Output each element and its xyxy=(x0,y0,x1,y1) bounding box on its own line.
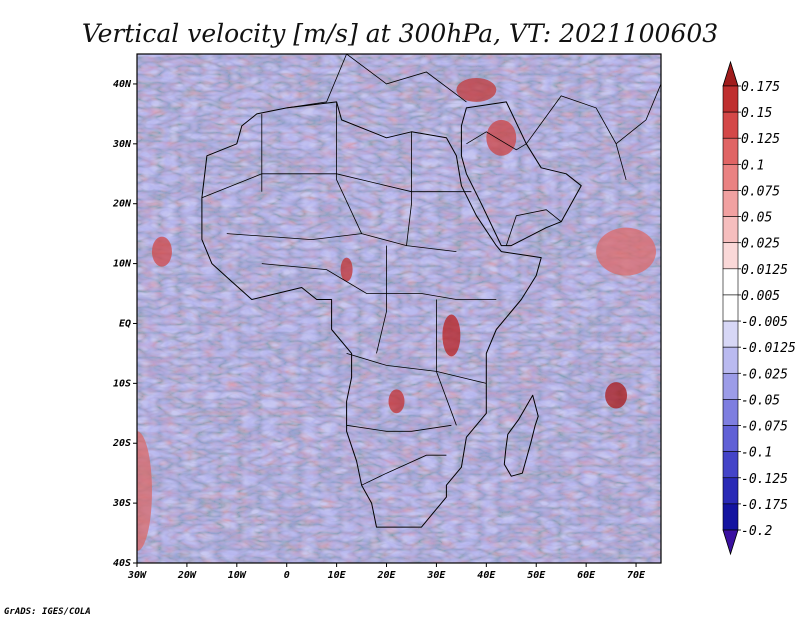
country-border xyxy=(466,131,527,151)
colorbar-band xyxy=(722,451,739,479)
africa-coastline xyxy=(201,101,542,528)
colorbar-label: 0.025 xyxy=(741,237,780,252)
colorbar-label: 0.005 xyxy=(741,289,780,304)
sinking-motion-texture xyxy=(137,54,661,563)
country-border xyxy=(286,54,467,109)
country-border xyxy=(406,131,412,246)
updraft-spot xyxy=(486,119,517,156)
lon-tick-label: 40E xyxy=(477,570,496,581)
colorbar: 0.175 0.15 0.125 0.1 0.075 0.05 0.025 0.0125 0.0… xyxy=(722,60,796,556)
strong-updraft-areas xyxy=(137,77,657,552)
colorbar-band xyxy=(722,320,739,348)
latitude-axis: 40N 30N 20N 10N EQ 10S 20S 30S 40S xyxy=(112,79,137,569)
updraft-spot xyxy=(596,227,657,276)
updraft-spot xyxy=(456,77,497,102)
colorbar-label: 0.075 xyxy=(741,184,780,199)
colorbar-label: 0.175 xyxy=(741,80,780,95)
colorbar-band xyxy=(722,372,739,400)
grads-credit: GrADS: IGES/COLA xyxy=(4,607,91,617)
plot-frame xyxy=(136,53,662,564)
colorbar-band xyxy=(722,503,739,531)
country-border xyxy=(525,95,627,180)
colorbar-min-arrow xyxy=(722,529,739,556)
updraft-spot xyxy=(442,314,461,357)
country-border xyxy=(361,454,447,486)
colorbar-label: 0.05 xyxy=(741,211,772,226)
madagascar-coastline xyxy=(503,394,539,477)
colorbar-band xyxy=(722,85,739,113)
colorbar-band xyxy=(722,477,739,505)
updraft-spot xyxy=(605,382,628,409)
lat-tick-label: 20N xyxy=(112,199,132,210)
lat-tick-label: 10S xyxy=(113,378,131,389)
country-border xyxy=(376,245,387,354)
colorbar-label: -0.2 xyxy=(741,524,772,539)
colorbar-label: 0.0125 xyxy=(741,263,788,278)
colorbar-band xyxy=(722,294,739,322)
lon-tick-label: 50E xyxy=(527,570,546,581)
lat-tick-label: 30S xyxy=(112,498,131,509)
updraft-spot xyxy=(340,257,353,282)
lat-tick-label: 30N xyxy=(112,139,132,150)
lon-tick-label: 60E xyxy=(577,570,596,581)
lat-tick-label: 20S xyxy=(112,438,131,449)
lon-tick-label: 70E xyxy=(627,570,646,581)
lon-tick-label: 30W xyxy=(127,570,147,581)
colorbar-label: -0.075 xyxy=(741,420,788,435)
lon-tick-label: 20E xyxy=(376,570,396,581)
colorbar-band xyxy=(722,399,739,426)
figure-title: Vertical velocity [m/s] at 300hPa, VT: 2… xyxy=(82,19,718,48)
lon-tick-label: 10W xyxy=(228,570,247,581)
longitude-axis: 30W 20W 10W 0 10E 20E 30E 40E 50E 60E 70E xyxy=(127,563,646,581)
updraft-spot xyxy=(137,431,152,552)
country-border xyxy=(336,101,362,234)
lat-tick-label: 40N xyxy=(113,79,132,90)
colorbar-band xyxy=(722,190,739,217)
colorbar-band xyxy=(722,111,739,139)
colorbar-band xyxy=(722,425,739,452)
colorbar-band xyxy=(722,137,739,165)
lat-tick-label: 40S xyxy=(113,558,131,569)
colorbar-label: -0.0125 xyxy=(741,341,796,356)
colorbar-label: -0.175 xyxy=(741,498,788,513)
updraft-spot xyxy=(151,236,172,267)
lon-tick-label: 30E xyxy=(426,570,446,581)
colorbar-max-arrow xyxy=(722,60,739,87)
colorbar-band xyxy=(722,346,739,374)
plot-area xyxy=(137,54,661,563)
country-border xyxy=(261,263,497,300)
lon-tick-label: 10E xyxy=(328,570,347,581)
colorbar-band xyxy=(722,216,739,244)
lon-tick-label: 20W xyxy=(177,570,197,581)
country-border xyxy=(436,299,457,426)
country-border xyxy=(505,209,562,246)
colorbar-label: 0.125 xyxy=(741,132,780,147)
country-border xyxy=(346,424,452,432)
colorbar-label: -0.125 xyxy=(741,472,788,487)
lat-tick-label: 10N xyxy=(113,259,132,270)
updraft-spot xyxy=(388,389,405,414)
colorbar-band xyxy=(722,268,739,296)
country-border xyxy=(346,353,487,384)
continent-borders xyxy=(201,54,661,528)
colorbar-band xyxy=(722,242,739,270)
colorbar-label: -0.005 xyxy=(741,315,788,330)
colorbar-label: -0.1 xyxy=(741,446,772,461)
colorbar-label: 0.1 xyxy=(741,158,764,173)
colorbar-band xyxy=(722,164,739,191)
lon-tick-label: 0 xyxy=(284,570,290,581)
country-border xyxy=(615,83,661,145)
lat-tick-label: EQ xyxy=(119,318,131,329)
colorbar-label: 0.15 xyxy=(741,106,772,121)
colorbar-label: -0.025 xyxy=(741,367,788,382)
colorbar-label: -0.05 xyxy=(741,393,780,408)
